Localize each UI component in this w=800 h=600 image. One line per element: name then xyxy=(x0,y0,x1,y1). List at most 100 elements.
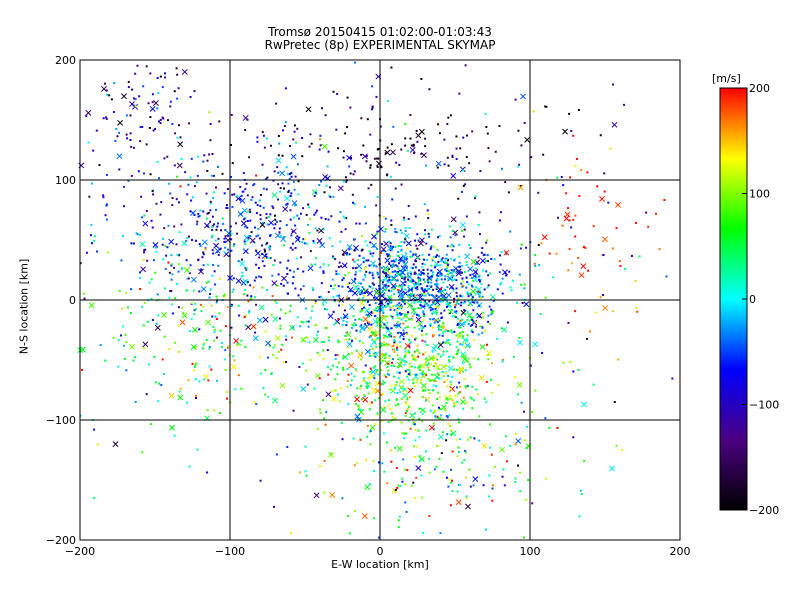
point-dot xyxy=(386,173,389,176)
point-dot xyxy=(210,236,213,239)
point-dot xyxy=(392,344,395,347)
point-dot xyxy=(319,180,322,183)
point-dot xyxy=(311,305,314,308)
point-dot xyxy=(129,114,132,117)
point-dot xyxy=(396,304,399,307)
point-dot xyxy=(231,205,234,208)
point-dot xyxy=(409,272,412,275)
point-dot xyxy=(180,223,183,226)
point-dot xyxy=(171,303,174,306)
point-dot xyxy=(435,279,438,282)
point-dot xyxy=(463,300,466,303)
point-dot xyxy=(574,214,577,217)
point-dot xyxy=(369,241,372,244)
point-dot xyxy=(166,246,169,249)
point-dot xyxy=(151,93,154,96)
point-dot xyxy=(414,337,417,340)
point-dot xyxy=(390,345,393,348)
point-dot xyxy=(291,230,294,233)
point-dot xyxy=(243,316,246,319)
point-dot xyxy=(481,326,484,329)
point-dot xyxy=(562,184,565,187)
point-cross xyxy=(457,333,463,340)
point-dot xyxy=(246,194,249,197)
point-dot xyxy=(331,278,334,281)
point-dot xyxy=(371,255,374,258)
point-dot xyxy=(198,290,201,293)
point-dot xyxy=(505,252,508,255)
point-dot xyxy=(197,212,200,215)
point-dot xyxy=(355,329,358,332)
point-dot xyxy=(465,156,468,159)
point-dot xyxy=(335,270,338,273)
point-dot xyxy=(441,431,444,434)
point-dot xyxy=(144,248,147,251)
point-cross xyxy=(386,294,393,301)
point-dot xyxy=(412,423,415,426)
point-dot xyxy=(380,393,383,396)
point-dot xyxy=(435,254,438,257)
point-cross xyxy=(265,340,272,347)
point-dot xyxy=(412,378,415,381)
point-dot xyxy=(409,114,412,117)
point-dot xyxy=(415,244,418,247)
point-dot xyxy=(586,337,589,340)
point-dot xyxy=(301,362,304,365)
point-dot xyxy=(339,400,342,403)
point-dot xyxy=(440,278,443,281)
point-dot xyxy=(332,255,335,258)
point-dot xyxy=(382,334,385,337)
point-dot xyxy=(274,300,277,303)
point-dot xyxy=(346,379,349,382)
point-dot xyxy=(431,259,434,262)
point-dot xyxy=(371,85,374,88)
point-dot xyxy=(177,306,180,309)
point-dot xyxy=(457,392,460,395)
point-dot xyxy=(379,279,382,282)
point-dot xyxy=(286,446,289,449)
point-dot xyxy=(202,253,205,256)
point-dot xyxy=(485,380,488,383)
point-dot xyxy=(244,225,247,228)
point-dot xyxy=(415,379,418,382)
point-dot xyxy=(400,276,403,279)
point-dot xyxy=(405,269,408,272)
point-dot xyxy=(362,260,365,263)
point-dot xyxy=(312,240,315,243)
point-dot xyxy=(223,358,226,361)
point-dot xyxy=(98,164,101,167)
point-dot xyxy=(359,293,362,296)
point-dot xyxy=(382,270,385,273)
point-dot xyxy=(512,355,515,358)
point-cross xyxy=(168,392,175,399)
point-dot xyxy=(83,292,86,295)
point-dot xyxy=(425,429,428,432)
point-dot xyxy=(383,470,386,473)
point-cross xyxy=(279,382,286,389)
point-dot xyxy=(212,174,215,177)
point-dot xyxy=(188,465,191,468)
point-cross xyxy=(329,492,336,498)
point-dot xyxy=(426,304,429,307)
point-dot xyxy=(416,233,419,236)
point-dot xyxy=(114,139,117,142)
point-dot xyxy=(602,294,605,297)
point-dot xyxy=(466,292,469,295)
point-dot xyxy=(399,260,402,263)
point-dot xyxy=(420,152,423,155)
point-dot xyxy=(380,344,383,347)
point-dot xyxy=(225,206,228,209)
point-dot xyxy=(396,371,399,374)
point-dot xyxy=(384,230,387,233)
point-dot xyxy=(158,177,161,180)
point-dot xyxy=(403,216,406,219)
point-dot xyxy=(337,266,340,269)
point-dot xyxy=(405,410,408,413)
point-cross xyxy=(437,341,444,348)
point-dot xyxy=(439,355,442,358)
point-cross xyxy=(405,240,412,247)
point-dot xyxy=(384,217,387,220)
point-dot xyxy=(417,283,420,286)
point-dot xyxy=(190,302,193,305)
point-dot xyxy=(437,353,440,356)
